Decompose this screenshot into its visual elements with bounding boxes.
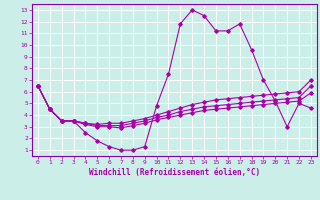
- X-axis label: Windchill (Refroidissement éolien,°C): Windchill (Refroidissement éolien,°C): [89, 168, 260, 177]
